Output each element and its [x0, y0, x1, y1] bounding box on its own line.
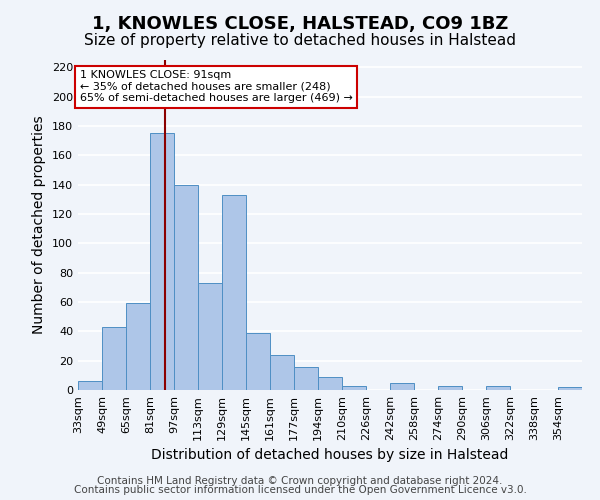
- Text: 1 KNOWLES CLOSE: 91sqm
← 35% of detached houses are smaller (248)
65% of semi-de: 1 KNOWLES CLOSE: 91sqm ← 35% of detached…: [79, 70, 352, 104]
- Bar: [175, 184, 197, 390]
- Bar: [151, 134, 173, 390]
- Y-axis label: Number of detached properties: Number of detached properties: [32, 116, 46, 334]
- Text: Contains HM Land Registry data © Crown copyright and database right 2024.: Contains HM Land Registry data © Crown c…: [97, 476, 503, 486]
- Bar: [199, 283, 221, 390]
- Bar: [439, 386, 461, 390]
- Bar: [295, 366, 317, 390]
- Text: 1, KNOWLES CLOSE, HALSTEAD, CO9 1BZ: 1, KNOWLES CLOSE, HALSTEAD, CO9 1BZ: [92, 15, 508, 33]
- Bar: [343, 386, 365, 390]
- Bar: [391, 382, 413, 390]
- Bar: [127, 304, 149, 390]
- X-axis label: Distribution of detached houses by size in Halstead: Distribution of detached houses by size …: [151, 448, 509, 462]
- Bar: [223, 195, 245, 390]
- Bar: [271, 355, 293, 390]
- Bar: [103, 327, 125, 390]
- Text: Size of property relative to detached houses in Halstead: Size of property relative to detached ho…: [84, 32, 516, 48]
- Bar: [559, 387, 581, 390]
- Bar: [79, 381, 101, 390]
- Bar: [247, 333, 269, 390]
- Bar: [319, 377, 341, 390]
- Bar: [487, 386, 509, 390]
- Text: Contains public sector information licensed under the Open Government Licence v3: Contains public sector information licen…: [74, 485, 526, 495]
